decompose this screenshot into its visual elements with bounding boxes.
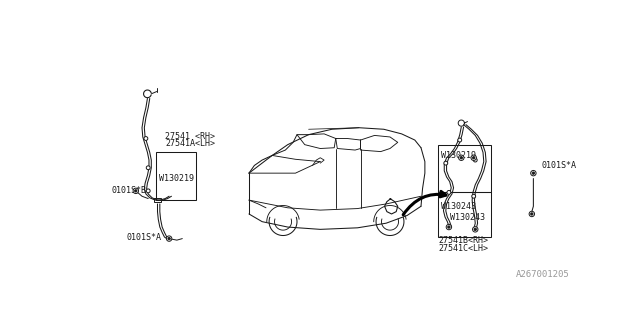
Text: 27541C<LH>: 27541C<LH> — [438, 244, 488, 253]
Circle shape — [147, 166, 150, 170]
Circle shape — [444, 161, 448, 165]
Circle shape — [458, 138, 461, 142]
Circle shape — [447, 226, 450, 228]
Circle shape — [168, 237, 170, 240]
Circle shape — [472, 194, 476, 198]
Circle shape — [144, 137, 148, 140]
Circle shape — [529, 211, 534, 217]
Text: W130219: W130219 — [441, 151, 476, 160]
Circle shape — [531, 171, 536, 176]
Circle shape — [166, 236, 172, 241]
Circle shape — [147, 189, 150, 193]
Text: 27541B<RH>: 27541B<RH> — [438, 236, 488, 245]
Circle shape — [446, 224, 452, 230]
Circle shape — [474, 228, 476, 231]
Circle shape — [133, 188, 138, 194]
Circle shape — [532, 172, 534, 174]
Text: A267001205: A267001205 — [516, 270, 570, 279]
Bar — [438, 145, 491, 192]
Circle shape — [447, 190, 451, 194]
Circle shape — [134, 190, 137, 192]
Text: 0101S*A: 0101S*A — [127, 233, 161, 242]
Circle shape — [472, 156, 475, 159]
Text: 27541 <RH>: 27541 <RH> — [165, 132, 215, 141]
Circle shape — [531, 213, 533, 215]
Circle shape — [471, 155, 476, 160]
Text: W130243: W130243 — [451, 213, 486, 222]
Circle shape — [472, 227, 478, 232]
Circle shape — [474, 158, 477, 162]
Bar — [156, 152, 196, 200]
Bar — [154, 198, 161, 203]
Text: W130219: W130219 — [159, 174, 194, 183]
Bar — [438, 192, 491, 237]
Text: 0101S*A: 0101S*A — [541, 161, 576, 170]
Text: 0101S*B: 0101S*B — [111, 186, 146, 195]
Text: 27541A<LH>: 27541A<LH> — [165, 140, 215, 148]
Circle shape — [459, 155, 464, 160]
Text: W130243: W130243 — [441, 202, 476, 211]
Circle shape — [460, 156, 463, 159]
